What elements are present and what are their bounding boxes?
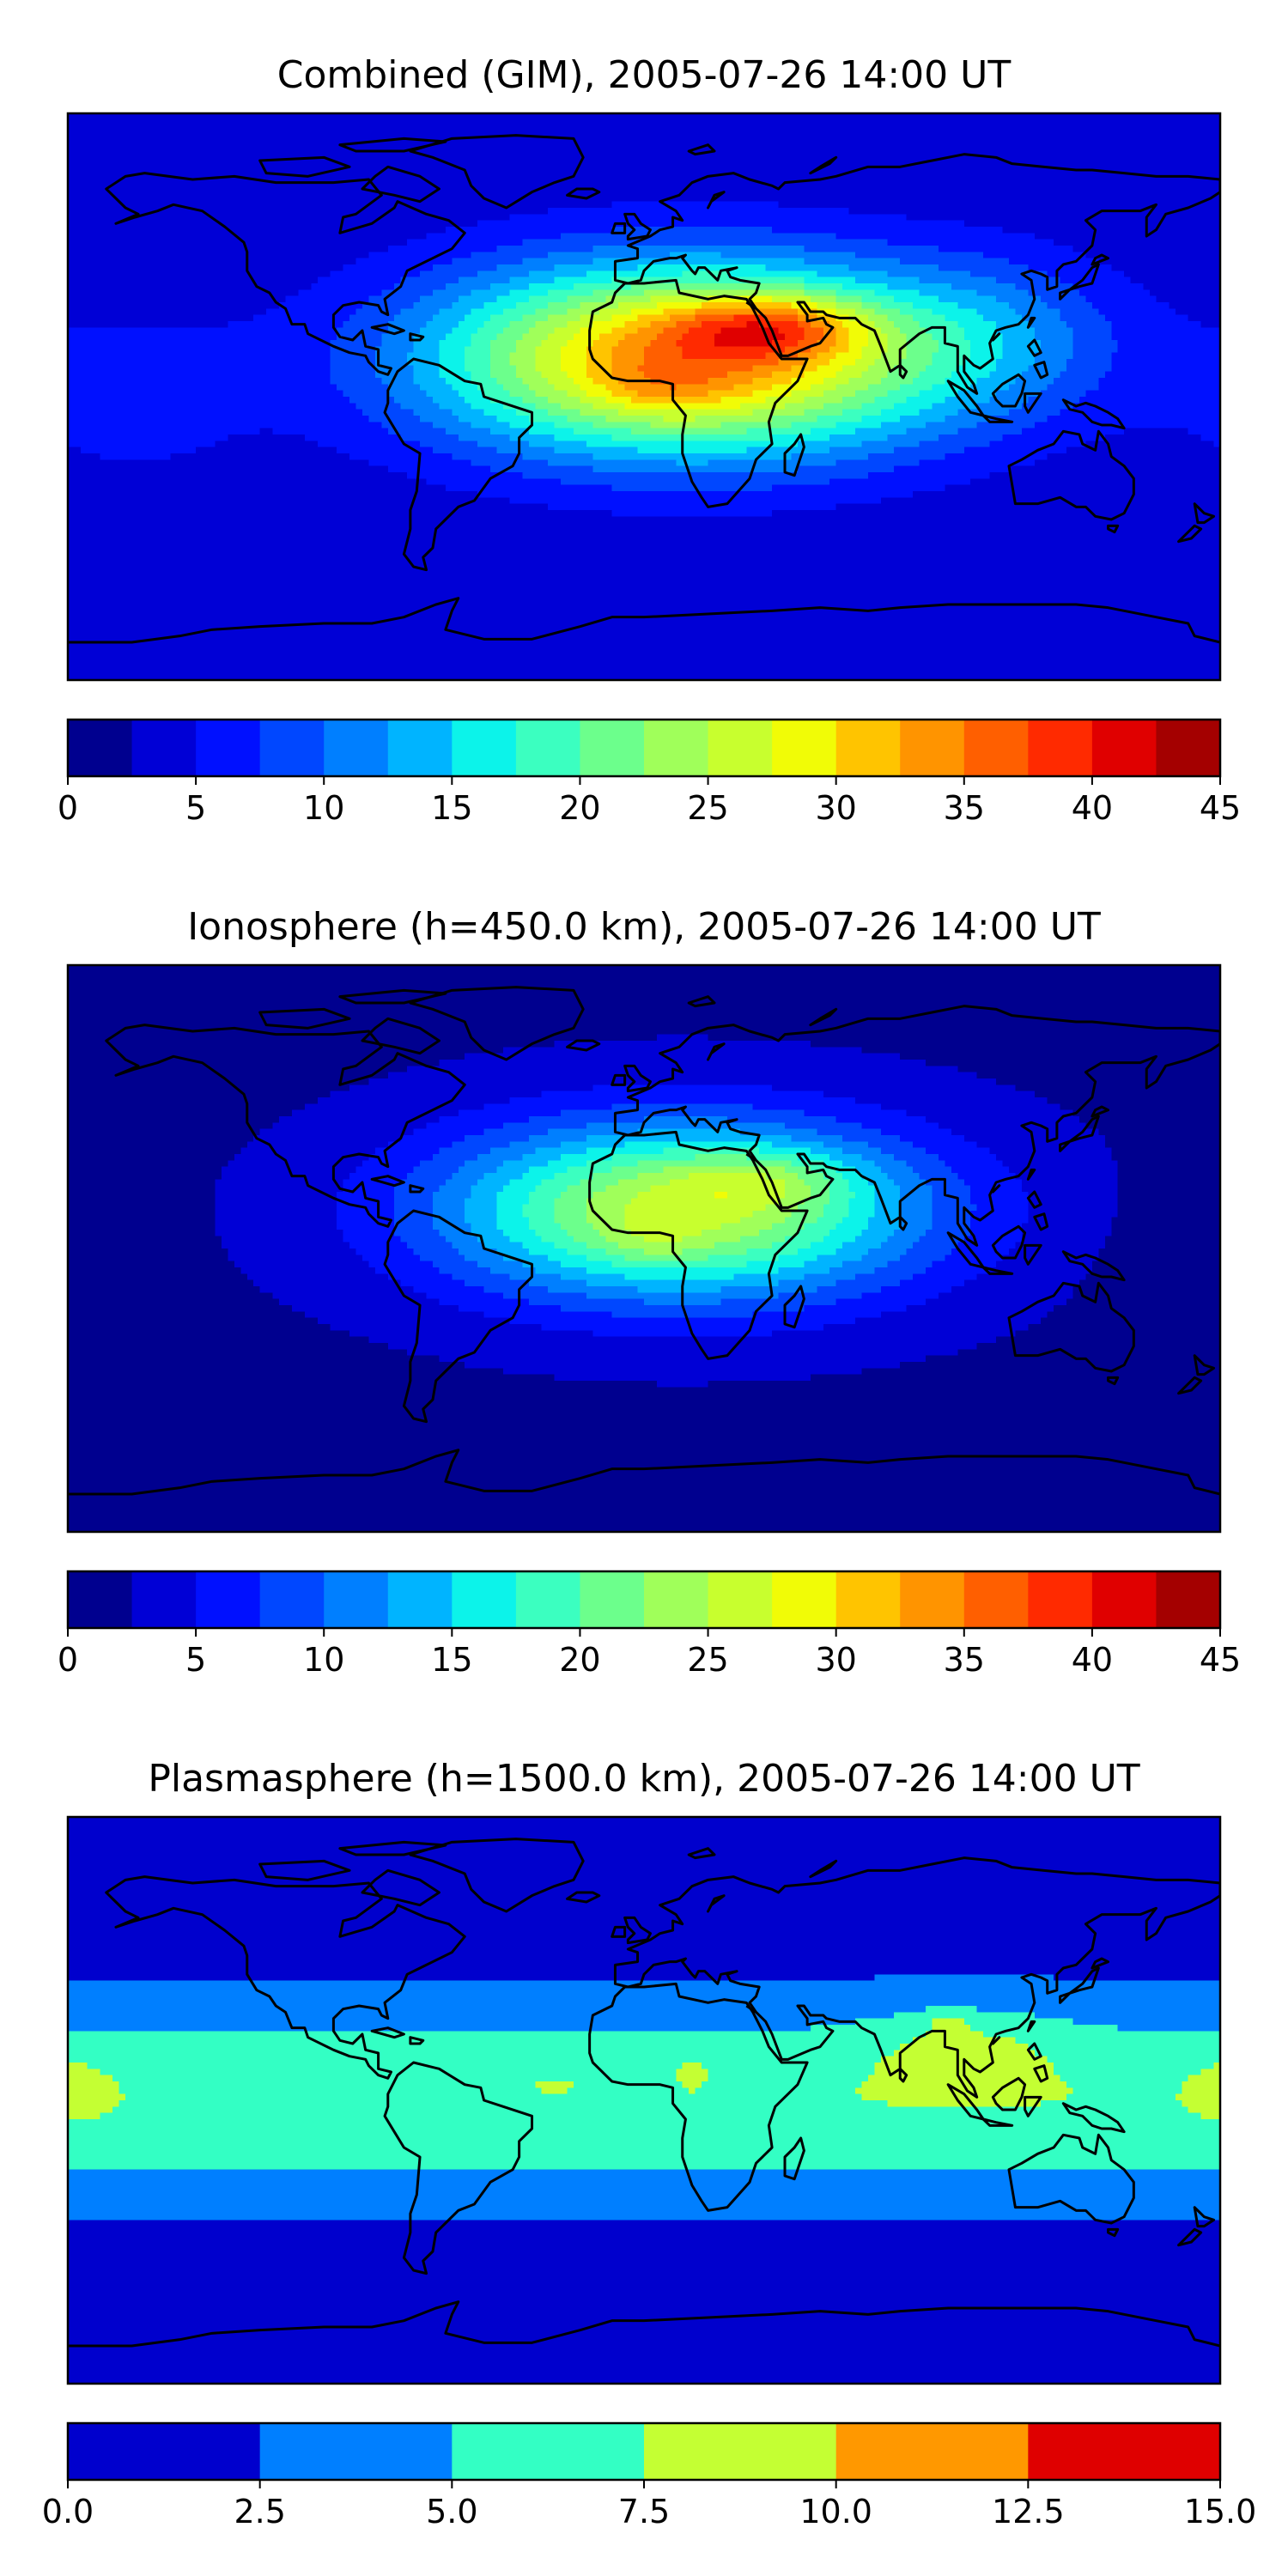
colorbar-segment	[772, 1571, 837, 1628]
colorbar-segment	[963, 720, 1029, 776]
colorbar-tick-label: 35	[944, 1641, 985, 1679]
contour-field	[68, 113, 1220, 680]
colorbar-tick-label: 30	[815, 789, 856, 827]
colorbar-segment	[1028, 720, 1093, 776]
colorbar-tick-label: 30	[815, 1641, 856, 1679]
panel-3: Plasmasphere (h=1500.0 km), 2005-07-26 1…	[42, 1757, 1257, 2530]
colorbar-tick-label: 15	[431, 789, 472, 827]
colorbar-segment	[68, 2423, 261, 2480]
colorbar-segment	[1091, 1571, 1157, 1628]
colorbar-segment	[68, 1571, 133, 1628]
colorbar-tick-label: 0.0	[42, 2493, 94, 2530]
panel-title: Ionosphere (h=450.0 km), 2005-07-26 14:0…	[187, 905, 1101, 949]
colorbar-tick-label: 0	[58, 789, 78, 827]
map-frame	[66, 112, 1222, 682]
colorbar-segment	[324, 1571, 389, 1628]
contour-field	[68, 965, 1220, 1532]
colorbar-tick-label: 20	[559, 789, 600, 827]
colorbar-segment	[708, 720, 773, 776]
colorbar-tick-label: 35	[944, 789, 985, 827]
panel-2: Ionosphere (h=450.0 km), 2005-07-26 14:0…	[58, 905, 1241, 1679]
colorbar: 0 5 10 15 20 25 30 35 40 45	[58, 718, 1241, 827]
colorbar-segment	[580, 1571, 645, 1628]
colorbar-segment	[963, 1571, 1029, 1628]
colorbar: 0 5 10 15 20 25 30 35 40 45	[58, 1570, 1241, 1679]
colorbar-segment	[387, 720, 453, 776]
colorbar-tick-label: 10.0	[799, 2493, 872, 2530]
colorbar-frame	[66, 718, 1222, 778]
map-frame	[66, 963, 1222, 1534]
colorbar-segment	[1028, 1571, 1093, 1628]
colorbar-tick-label: 5.0	[426, 2493, 477, 2530]
panel-title: Combined (GIM), 2005-07-26 14:00 UT	[277, 53, 1012, 97]
colorbar-segment	[68, 720, 133, 776]
colorbar-segment	[452, 1571, 517, 1628]
colorbar-segment	[131, 1571, 197, 1628]
colorbar-tick-label: 2.5	[234, 2493, 285, 2530]
colorbar-segment	[835, 720, 901, 776]
panel-title: Plasmasphere (h=1500.0 km), 2005-07-26 1…	[148, 1757, 1139, 1801]
panel-1: Combined (GIM), 2005-07-26 14:00 UT 0 5 10 1…	[58, 53, 1241, 827]
colorbar-segment	[900, 1571, 965, 1628]
colorbar-tick-label: 7.5	[618, 2493, 670, 2530]
colorbar-frame	[66, 1570, 1222, 1630]
colorbar-segment	[580, 720, 645, 776]
colorbar-tick-label: 5	[185, 1641, 206, 1679]
colorbar-segment	[452, 2423, 645, 2480]
colorbar-segment	[196, 1571, 261, 1628]
colorbar-segment	[515, 1571, 580, 1628]
colorbar-tick-label: 15.0	[1184, 2493, 1257, 2530]
colorbar-segment	[900, 720, 965, 776]
colorbar-segment	[324, 720, 389, 776]
colorbar-tick-label: 10	[303, 789, 344, 827]
contour-field	[68, 1817, 1220, 2384]
colorbar-segment	[387, 1571, 453, 1628]
colorbar-tick-label: 10	[303, 1641, 344, 1679]
colorbar-segment	[835, 1571, 901, 1628]
colorbar-segment	[644, 2423, 837, 2480]
colorbar-segment	[259, 2423, 453, 2480]
colorbar-tick-label: 20	[559, 1641, 600, 1679]
colorbar-tick-label: 12.5	[992, 2493, 1065, 2530]
colorbar-segment	[772, 720, 837, 776]
colorbar-segment	[259, 1571, 325, 1628]
colorbar-segment	[1028, 2423, 1221, 2480]
colorbar-segment	[708, 1571, 773, 1628]
colorbar: 0.0 2.5 5.0 7.5 10.0 12.5 15.0	[42, 2421, 1257, 2530]
colorbar-tick-label: 25	[687, 1641, 728, 1679]
colorbar-tick-label: 15	[431, 1641, 472, 1679]
colorbar-tick-label: 45	[1200, 1641, 1241, 1679]
colorbar-segment	[131, 720, 197, 776]
colorbar-segment	[644, 1571, 709, 1628]
colorbar-segment	[644, 720, 709, 776]
colorbar-tick-label: 45	[1200, 789, 1241, 827]
map-frame	[66, 1815, 1222, 2385]
colorbar-segment	[259, 720, 325, 776]
colorbar-segment	[1156, 1571, 1221, 1628]
colorbar-tick-label: 5	[185, 789, 206, 827]
colorbar-segment	[452, 720, 517, 776]
colorbar-tick-label: 40	[1072, 789, 1113, 827]
colorbar-tick-label: 40	[1072, 1641, 1113, 1679]
colorbar-tick-label: 0	[58, 1641, 78, 1679]
colorbar-segment	[1091, 720, 1157, 776]
colorbar-segment	[835, 2423, 1029, 2480]
colorbar-tick-label: 25	[687, 789, 728, 827]
colorbar-segment	[1156, 720, 1221, 776]
colorbar-segment	[515, 720, 580, 776]
colorbar-segment	[196, 720, 261, 776]
